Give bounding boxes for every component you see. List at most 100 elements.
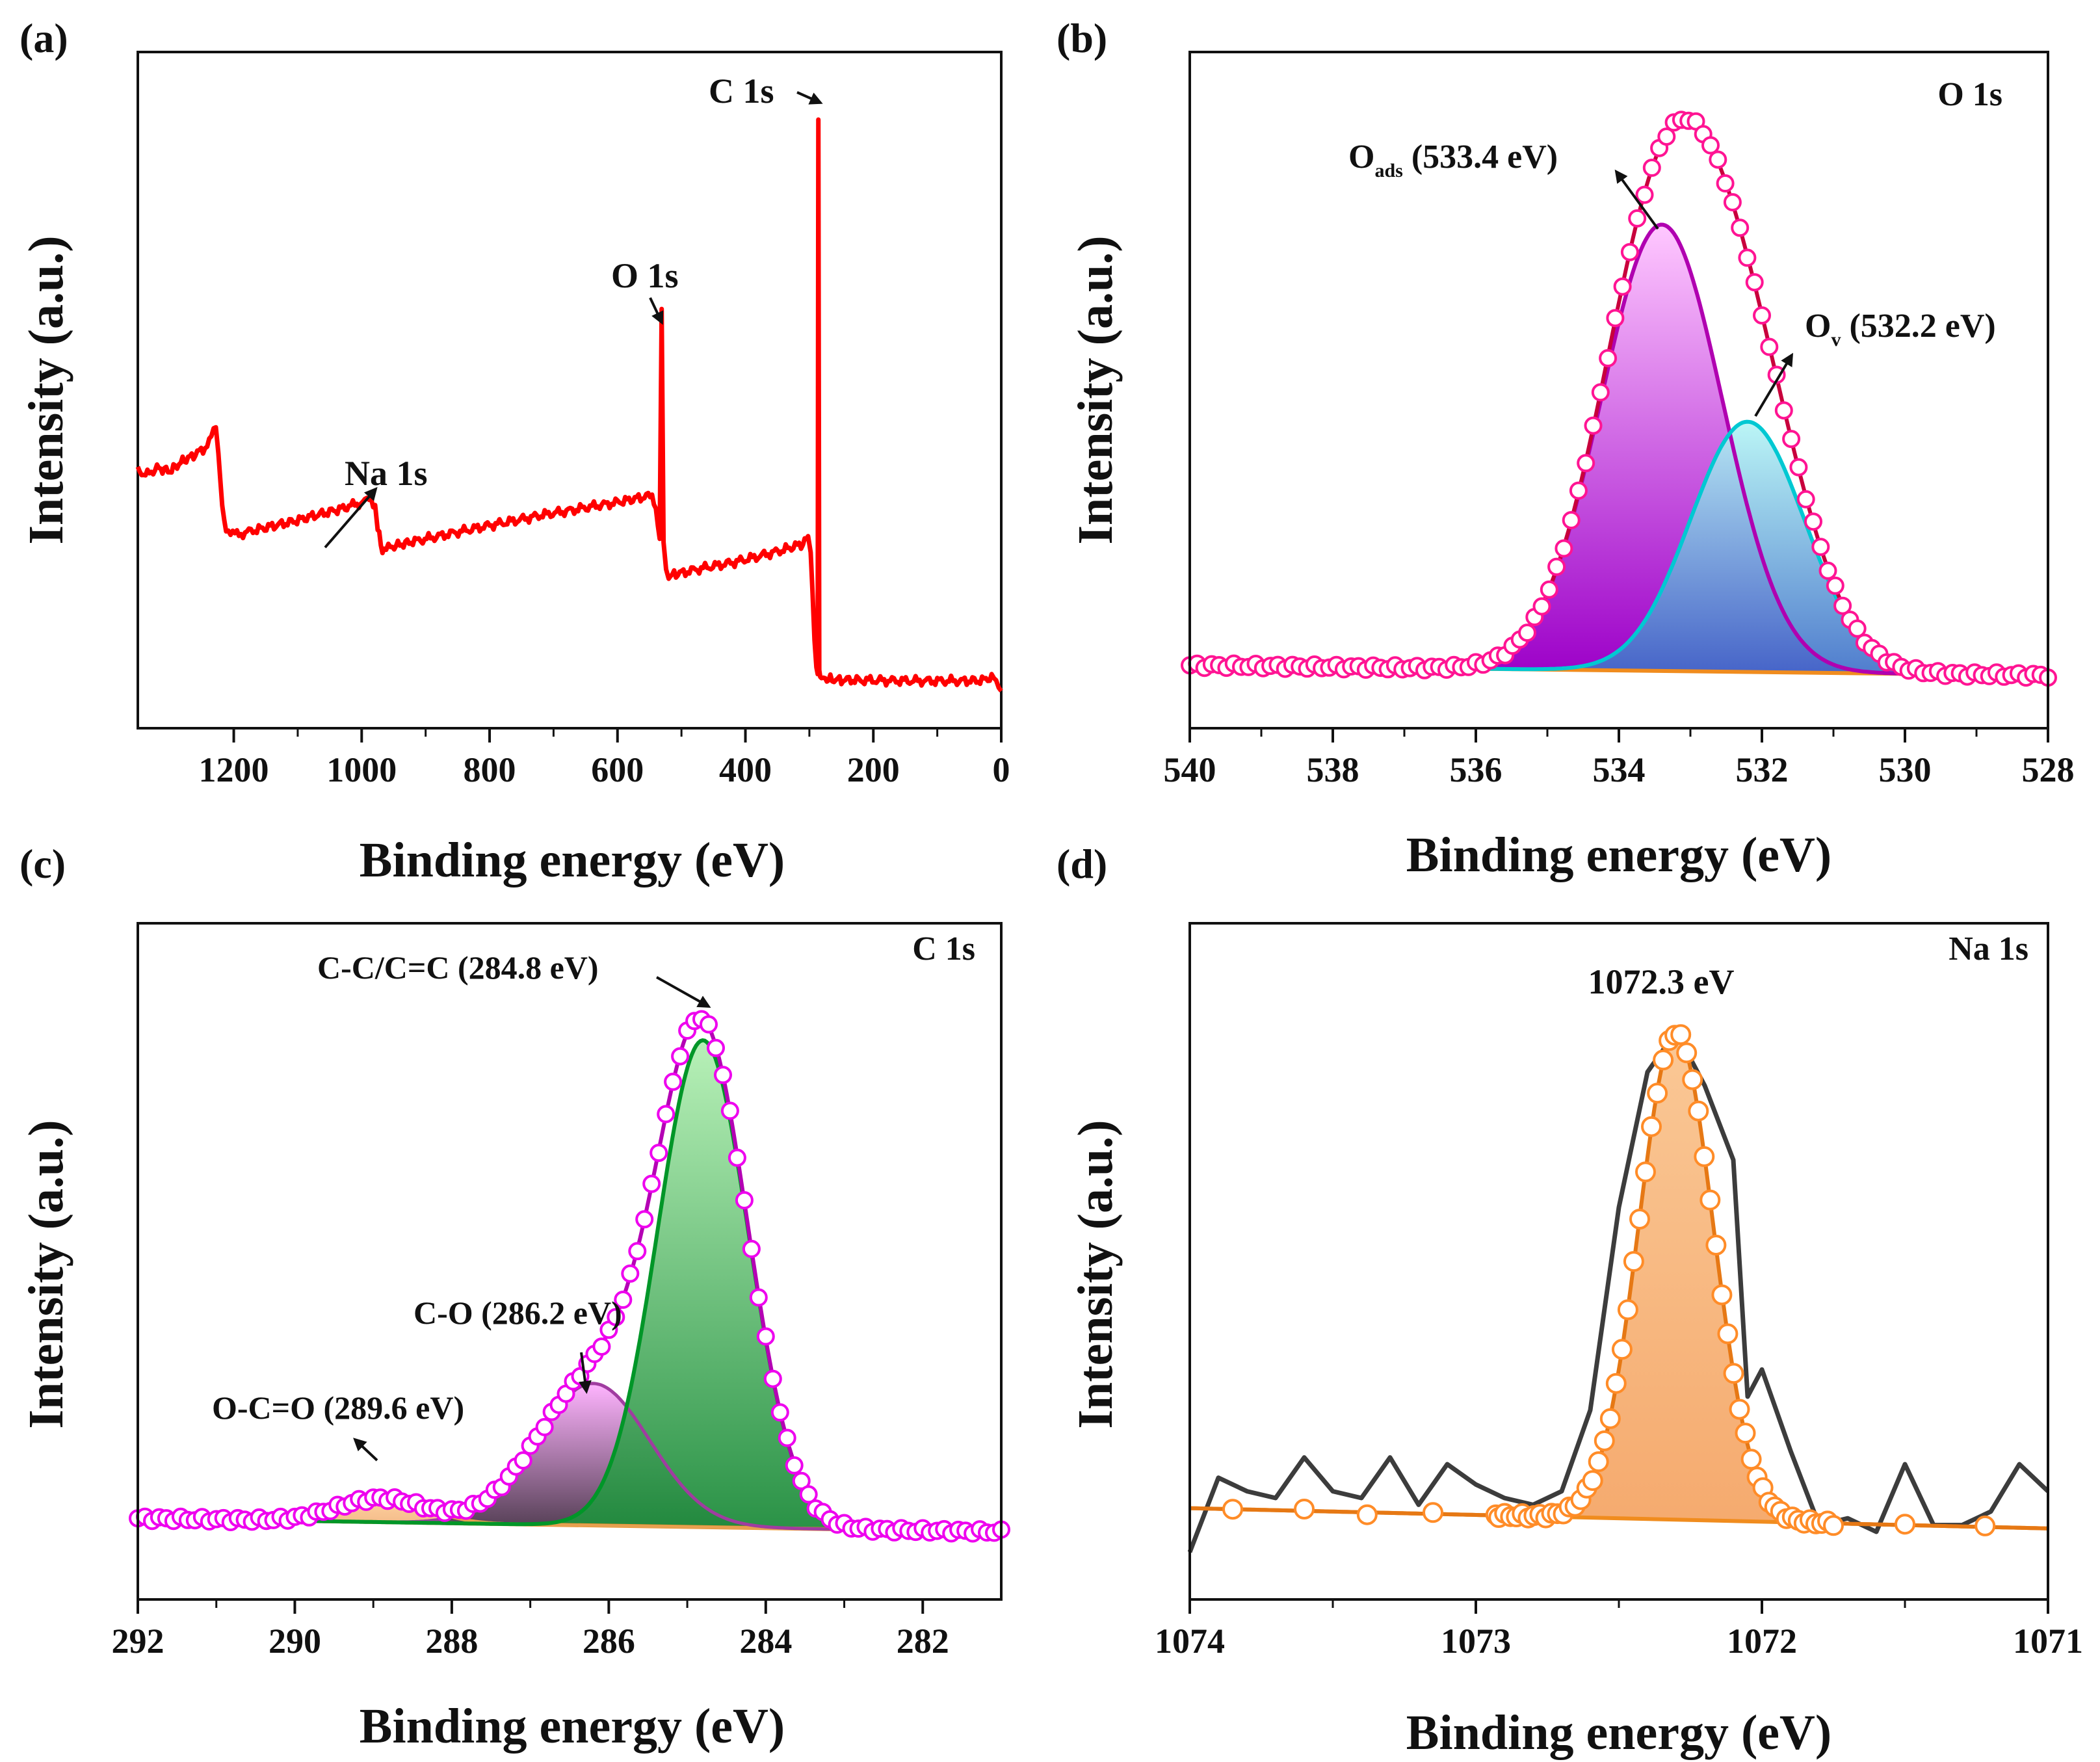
exp-point <box>1599 348 1618 367</box>
exp-point <box>1701 136 1720 155</box>
x-axis-ticks-d: 1074 1073 1072 1071 <box>1155 1599 2083 1661</box>
x-axis-ticks-b: 540 538 536 534 532 530 528 <box>1164 728 2075 789</box>
svg-text:O-C=O (289.6 eV): O-C=O (289.6 eV) <box>212 1389 464 1426</box>
annotation-ov: Ov (532.2 eV) <box>1754 308 1996 417</box>
annotation-ocoo: O-C=O (289.6 eV) <box>212 1389 464 1462</box>
peak-fills-c <box>138 1040 1001 1532</box>
exp-point <box>1826 576 1844 595</box>
exp-point <box>707 1038 725 1057</box>
exp-point <box>749 1288 768 1307</box>
exp-point <box>1540 580 1558 599</box>
exp-point <box>742 1239 761 1258</box>
exp-point <box>1555 539 1573 558</box>
exp-point <box>1682 1069 1703 1090</box>
exp-point <box>1584 416 1603 435</box>
x-axis-ticks-a: 1200 1000 800 600 400 200 0 <box>199 728 1010 789</box>
exp-point <box>1623 1251 1644 1272</box>
exp-point <box>735 1191 754 1209</box>
exp-point <box>1629 1209 1650 1229</box>
exp-point <box>1811 538 1830 557</box>
annotation-co: C-O (286.2 eV) <box>413 1295 622 1394</box>
x-tick-label-c-2: 288 <box>425 1622 478 1661</box>
plot-frame-b <box>1188 51 2049 730</box>
exp-point <box>671 1047 690 1066</box>
x-axis-label-c: Binding energy (eV) <box>360 1699 785 1754</box>
exp-point <box>1569 481 1588 500</box>
exp-point <box>700 1015 718 1034</box>
experimental-points-b <box>1181 111 2057 687</box>
exp-point <box>1613 277 1632 296</box>
svg-text:Na 1s: Na 1s <box>345 454 428 493</box>
exp-point <box>1294 1499 1315 1519</box>
exp-point <box>1628 209 1647 228</box>
experimental-points-d <box>1222 1024 1996 1536</box>
plot-frame-a <box>137 51 1003 730</box>
peak-fills-b <box>1190 224 2048 676</box>
exp-point <box>1823 1515 1844 1536</box>
exp-point <box>1818 561 1837 580</box>
x-tick-label-a-6: 0 <box>993 750 1010 789</box>
exp-point <box>1611 1339 1633 1360</box>
exp-point <box>1717 1323 1739 1345</box>
exp-point <box>628 1242 647 1261</box>
y-axis-label-c: Intensity (a.u.) <box>19 1120 73 1428</box>
annotation-na1s: Na 1s <box>324 454 428 549</box>
x-tick-label-c-1: 290 <box>269 1622 321 1661</box>
exp-point <box>1635 185 1654 204</box>
panel-label-b: (b) <box>1057 15 1107 61</box>
exp-point <box>1848 619 1867 638</box>
exp-point <box>720 1101 739 1120</box>
x-tick-label-c-4: 284 <box>739 1622 792 1661</box>
annotation-o1s: O 1s <box>611 256 679 325</box>
exp-point <box>1804 512 1822 531</box>
x-tick-label-b-3: 534 <box>1593 750 1646 789</box>
panel-label-c: (c) <box>20 841 66 887</box>
region-label-c: C 1s <box>912 930 975 967</box>
exp-point <box>1723 1363 1744 1384</box>
exp-point <box>1735 1423 1756 1444</box>
exp-point <box>1582 1470 1603 1492</box>
exp-point <box>1588 1451 1609 1473</box>
exp-point <box>1635 1161 1656 1183</box>
exp-point <box>607 1308 625 1326</box>
exp-point <box>785 1456 804 1475</box>
annotation-na1s-peak: 1072.3 eV <box>1588 962 1735 1001</box>
exp-point <box>763 1369 782 1388</box>
x-tick-label-b-4: 532 <box>1736 750 1789 789</box>
survey-spectrum-line <box>135 117 1003 692</box>
exp-point <box>1709 150 1727 169</box>
exp-point <box>650 1144 668 1163</box>
exp-point <box>1895 1514 1915 1535</box>
exp-point <box>1605 1373 1627 1394</box>
exp-point <box>1591 383 1610 402</box>
svg-text:C 1s: C 1s <box>709 72 774 111</box>
svg-text:Ov (532.2 eV): Ov (532.2 eV) <box>1805 308 1996 350</box>
exp-point <box>1647 1083 1668 1104</box>
svg-text:Oads (533.4 eV): Oads (533.4 eV) <box>1348 138 1558 181</box>
x-tick-label-a-4: 400 <box>719 750 772 789</box>
exp-point <box>1594 1430 1615 1451</box>
ov-peak-fill <box>1190 421 2048 676</box>
annotation-oads: Oads (533.4 eV) <box>1348 138 1659 230</box>
exp-point <box>1796 490 1815 508</box>
x-tick-label-a-2: 800 <box>464 750 516 789</box>
x-axis-label-b: Binding energy (eV) <box>1406 828 1831 882</box>
exp-point <box>1740 1449 1762 1470</box>
x-tick-label-b-5: 530 <box>1879 750 1932 789</box>
y-axis-label-b: Intensity (a.u.) <box>1068 235 1123 544</box>
exp-point <box>1774 401 1793 420</box>
panel-b: (b) Intensity (a.u.) Binding energy (eV)… <box>1057 15 2075 882</box>
co-peak-fill <box>138 1383 1001 1532</box>
x-tick-label-d-0: 1074 <box>1155 1622 1225 1661</box>
exp-point <box>592 1337 611 1356</box>
x-tick-label-a-5: 200 <box>847 750 900 789</box>
svg-text:C-O (286.2 eV): C-O (286.2 eV) <box>413 1295 622 1331</box>
exp-point <box>778 1428 796 1447</box>
panel-label-d: (d) <box>1057 841 1107 887</box>
x-tick-label-b-2: 536 <box>1450 750 1503 789</box>
exp-point <box>1562 511 1581 529</box>
x-tick-label-d-1: 1073 <box>1441 1622 1511 1661</box>
exp-point <box>1716 174 1735 192</box>
exp-point <box>635 1210 654 1229</box>
